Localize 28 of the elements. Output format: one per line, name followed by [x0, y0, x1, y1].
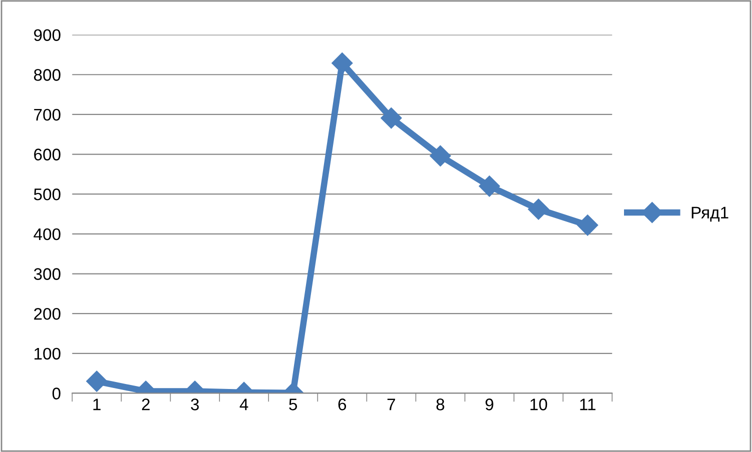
point: [577, 214, 598, 236]
x-tick-label: 1: [93, 398, 101, 410]
y-tick-label: 400: [34, 228, 60, 240]
x-tick-label: 6: [338, 398, 346, 410]
x-tick-label: 2: [142, 398, 150, 410]
x-tick-label: 5: [289, 398, 298, 410]
point: [380, 108, 402, 129]
y-tick-label: 100: [34, 348, 60, 360]
x-tick-label: 4: [240, 398, 248, 410]
y-tick-label: 0: [52, 388, 60, 400]
y-tick-label: 700: [34, 108, 60, 121]
point: [430, 145, 451, 166]
y-tick-label: 900: [34, 29, 60, 42]
point: [478, 176, 500, 197]
y-tick-label: 200: [34, 308, 60, 320]
legend-label: Ряд1: [692, 206, 728, 222]
x-tick-label: 7: [387, 398, 396, 410]
point: [332, 52, 353, 74]
y-tick-label: 300: [34, 268, 60, 280]
point: [528, 198, 550, 220]
y-tick-label: 500: [34, 188, 60, 200]
x-tick-label: 3: [190, 398, 199, 410]
y-tick-label: 800: [34, 69, 60, 81]
x-tick-label: 9: [486, 398, 494, 410]
x-tick-label: 11: [580, 398, 596, 410]
x-tick-label: 8: [436, 398, 444, 410]
y-tick-label: 600: [34, 148, 60, 160]
x-tick-label: 10: [530, 398, 548, 410]
